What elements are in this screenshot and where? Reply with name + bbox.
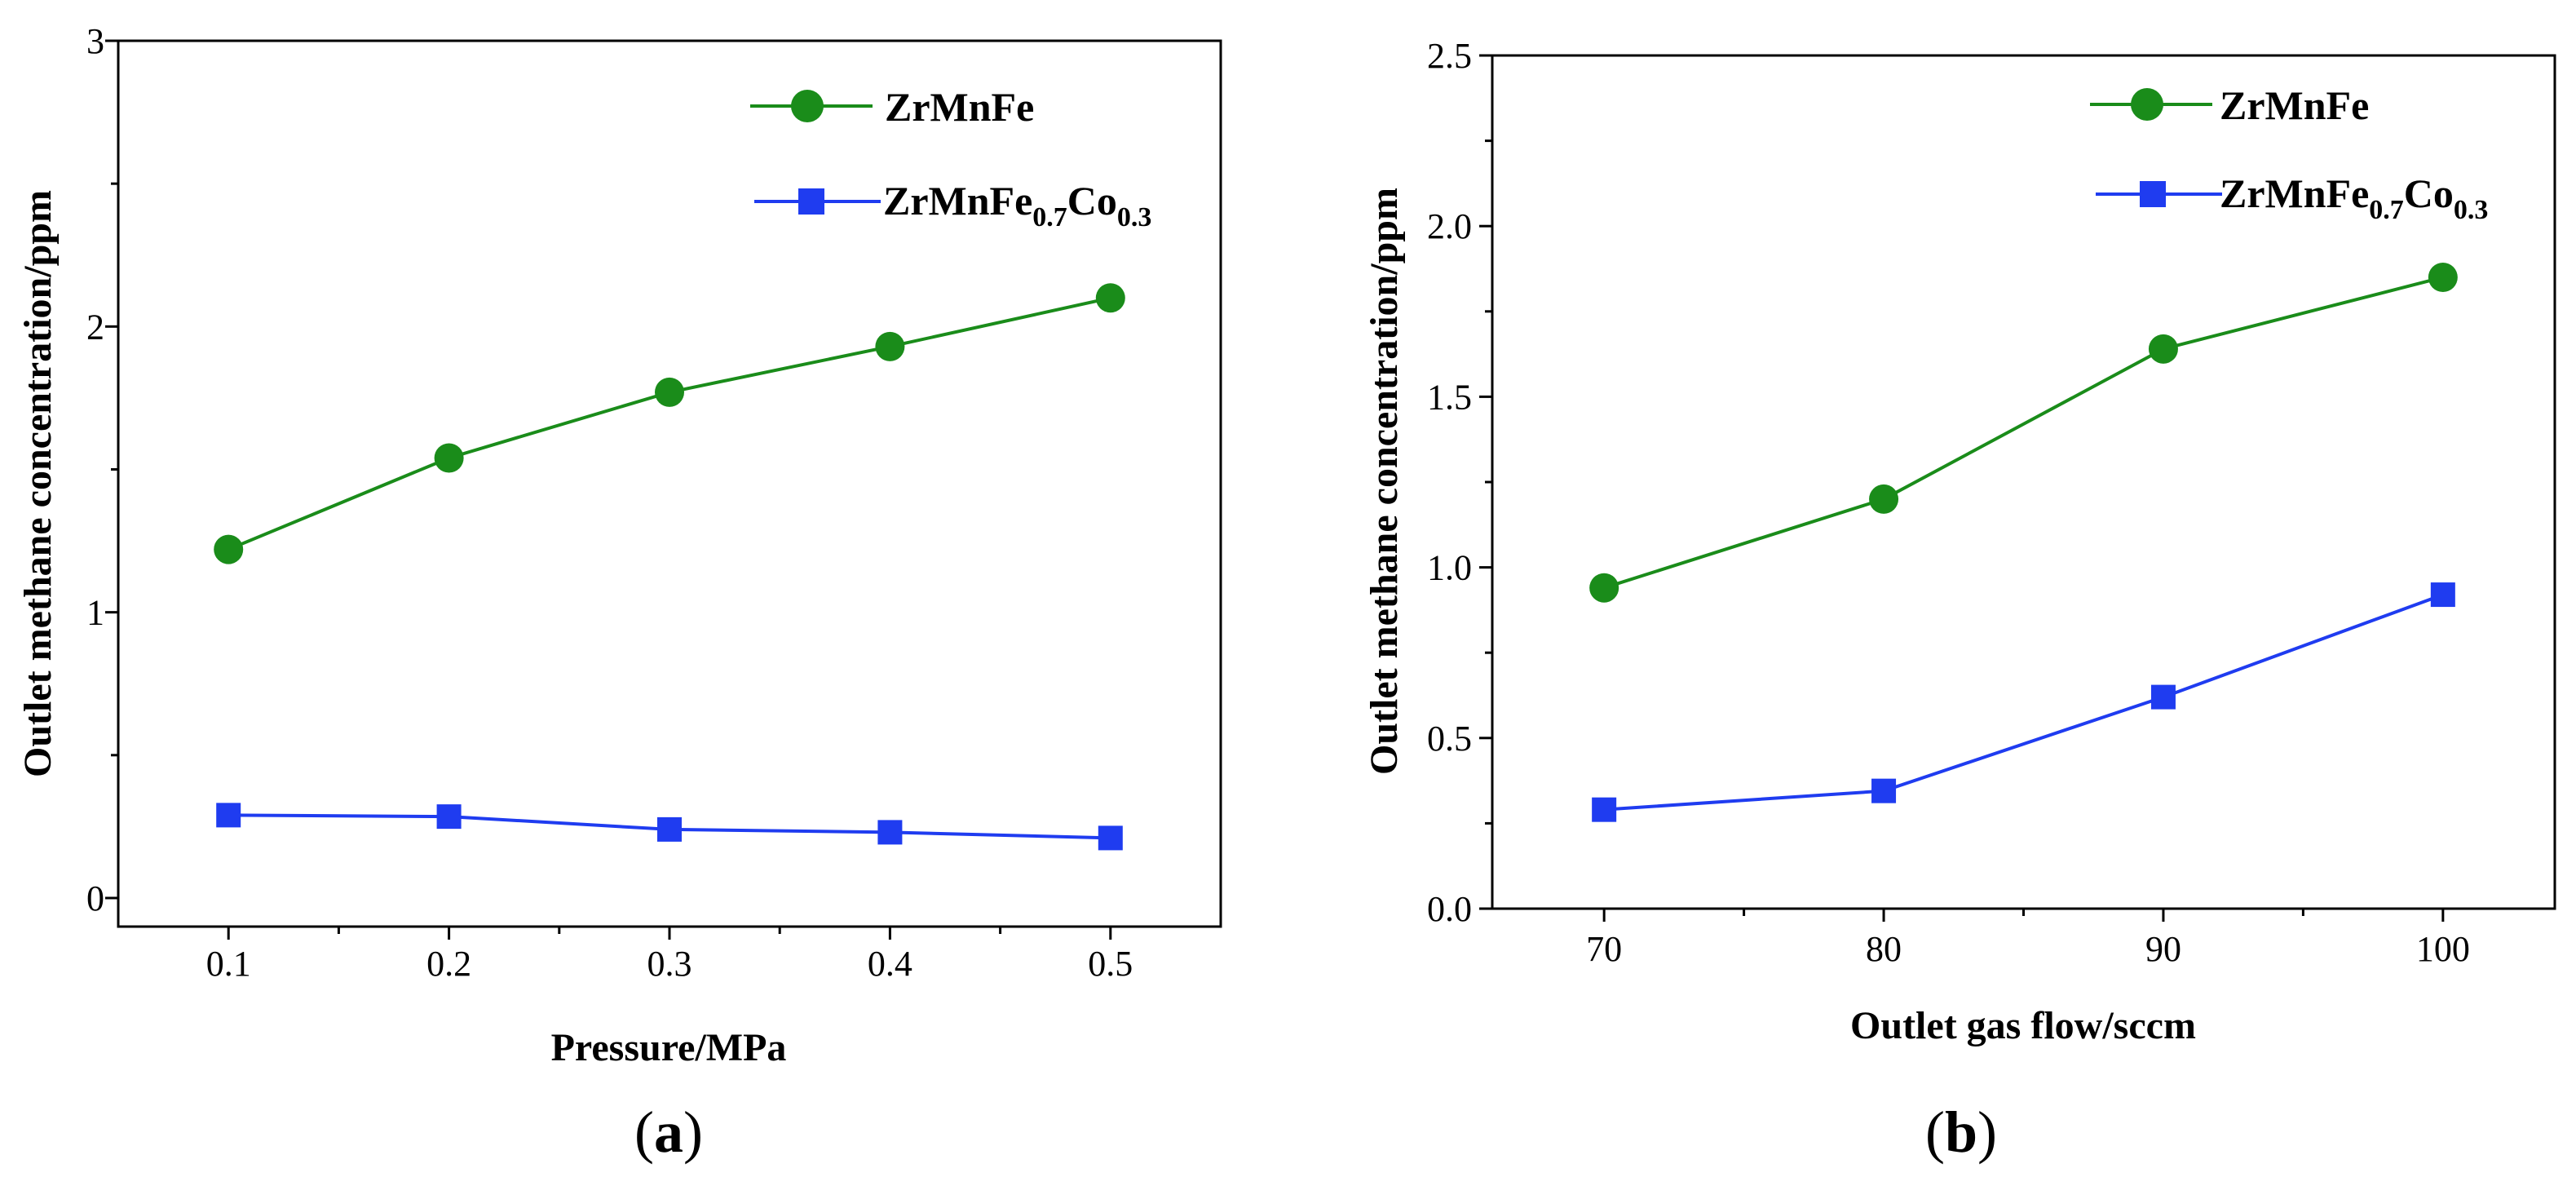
- data-point: [1592, 797, 1617, 822]
- legend-label-zrmnfeco: ZrMnFe0.7Co0.3: [2220, 170, 2488, 225]
- y-tick-label: 0.5: [1427, 719, 1472, 759]
- data-point: [1869, 484, 1899, 514]
- y-tick-label: 0: [86, 878, 104, 918]
- y-tick-label: 2: [86, 307, 104, 347]
- x-tick-label: 90: [2145, 929, 2181, 969]
- y-tick-label: 3: [86, 21, 104, 61]
- x-tick-labels-a: 0.1 0.2 0.3 0.4 0.5: [206, 944, 1133, 984]
- data-point: [214, 534, 244, 564]
- legend-label-zrmnfe: ZrMnFe: [885, 84, 1034, 130]
- x-tick-label: 0.4: [868, 944, 912, 984]
- x-tick-label: 0.1: [206, 944, 251, 984]
- x-axis-title-a: Pressure/MPa: [551, 1026, 787, 1069]
- y-axis-title-b: Outlet methane concentration/ppm: [1363, 188, 1406, 775]
- legend-label-zrmnfe: ZrMnFe: [2220, 82, 2369, 128]
- legend-marker-square: [2140, 181, 2166, 207]
- x-tick-label: 100: [2416, 929, 2470, 969]
- x-axis-title-b: Outlet gas flow/sccm: [1850, 1004, 2196, 1047]
- data-point: [875, 331, 905, 361]
- data-point: [2150, 684, 2176, 710]
- y-tick-label: 0.0: [1427, 889, 1472, 929]
- axis-ticks-a: [105, 39, 1112, 940]
- panel-label-a: (a): [634, 1100, 703, 1165]
- data-point: [657, 816, 682, 842]
- data-point: [655, 377, 684, 407]
- data-point: [1095, 283, 1125, 313]
- data-point: [1871, 778, 1897, 803]
- x-tick-label: 70: [1586, 929, 1622, 969]
- x-tick-label: 0.3: [647, 944, 692, 984]
- data-point: [436, 804, 462, 830]
- y-tick-label: 2.5: [1427, 36, 1472, 76]
- x-tick-labels-b: 70 80 90 100: [1586, 929, 2470, 969]
- y-tick-labels-b: 0.0 0.5 1.0 1.5 2.0 2.5: [1427, 36, 1472, 929]
- data-point: [2428, 262, 2458, 292]
- y-tick-label: 1.0: [1427, 548, 1472, 588]
- panel-a: 0.1 0.2 0.3 0.4 0.5 0 1 2 3 Pressure/MPa…: [16, 21, 1222, 1165]
- legend-marker-circle: [2131, 88, 2163, 121]
- axis-ticks-b: [1479, 54, 2445, 922]
- legend-label-zrmnfeco: ZrMnFe0.7Co0.3: [883, 178, 1151, 232]
- series-group-b: [1589, 262, 2458, 822]
- data-point: [877, 820, 903, 845]
- x-tick-label: 80: [1866, 929, 1902, 969]
- series-line: [228, 296, 1111, 551]
- panel-b: 70 80 90 100 0.0 0.5 1.0 1.5 2.0 2.5 Out…: [1363, 36, 2556, 1165]
- y-tick-labels-a: 0 1 2 3: [86, 21, 104, 918]
- plot-frame-b: [1491, 54, 2556, 910]
- series-line: [1603, 276, 2444, 590]
- panel-label-b: (b): [1925, 1100, 1997, 1165]
- data-point: [434, 443, 464, 473]
- y-tick-label: 1.5: [1427, 377, 1472, 417]
- data-point: [216, 803, 241, 828]
- legend-marker-circle: [791, 90, 824, 122]
- data-point: [2148, 334, 2178, 364]
- x-tick-label: 0.2: [426, 944, 471, 984]
- data-point: [1098, 825, 1123, 851]
- legend-a: ZrMnFe ZrMnFe0.7Co0.3: [750, 84, 1151, 232]
- data-point: [1589, 573, 1619, 603]
- y-axis-title-a: Outlet methane concentration/ppm: [16, 190, 60, 777]
- plot-frame-a: [117, 39, 1222, 928]
- series-line: [1604, 593, 2444, 812]
- legend-marker-square: [798, 188, 824, 215]
- x-tick-label: 0.5: [1088, 944, 1133, 984]
- data-point: [2430, 582, 2455, 608]
- y-tick-label: 2.0: [1427, 206, 1472, 246]
- y-tick-label: 1: [86, 593, 104, 633]
- series-group-a: [214, 283, 1125, 851]
- legend-b: ZrMnFe ZrMnFe0.7Co0.3: [2090, 82, 2488, 225]
